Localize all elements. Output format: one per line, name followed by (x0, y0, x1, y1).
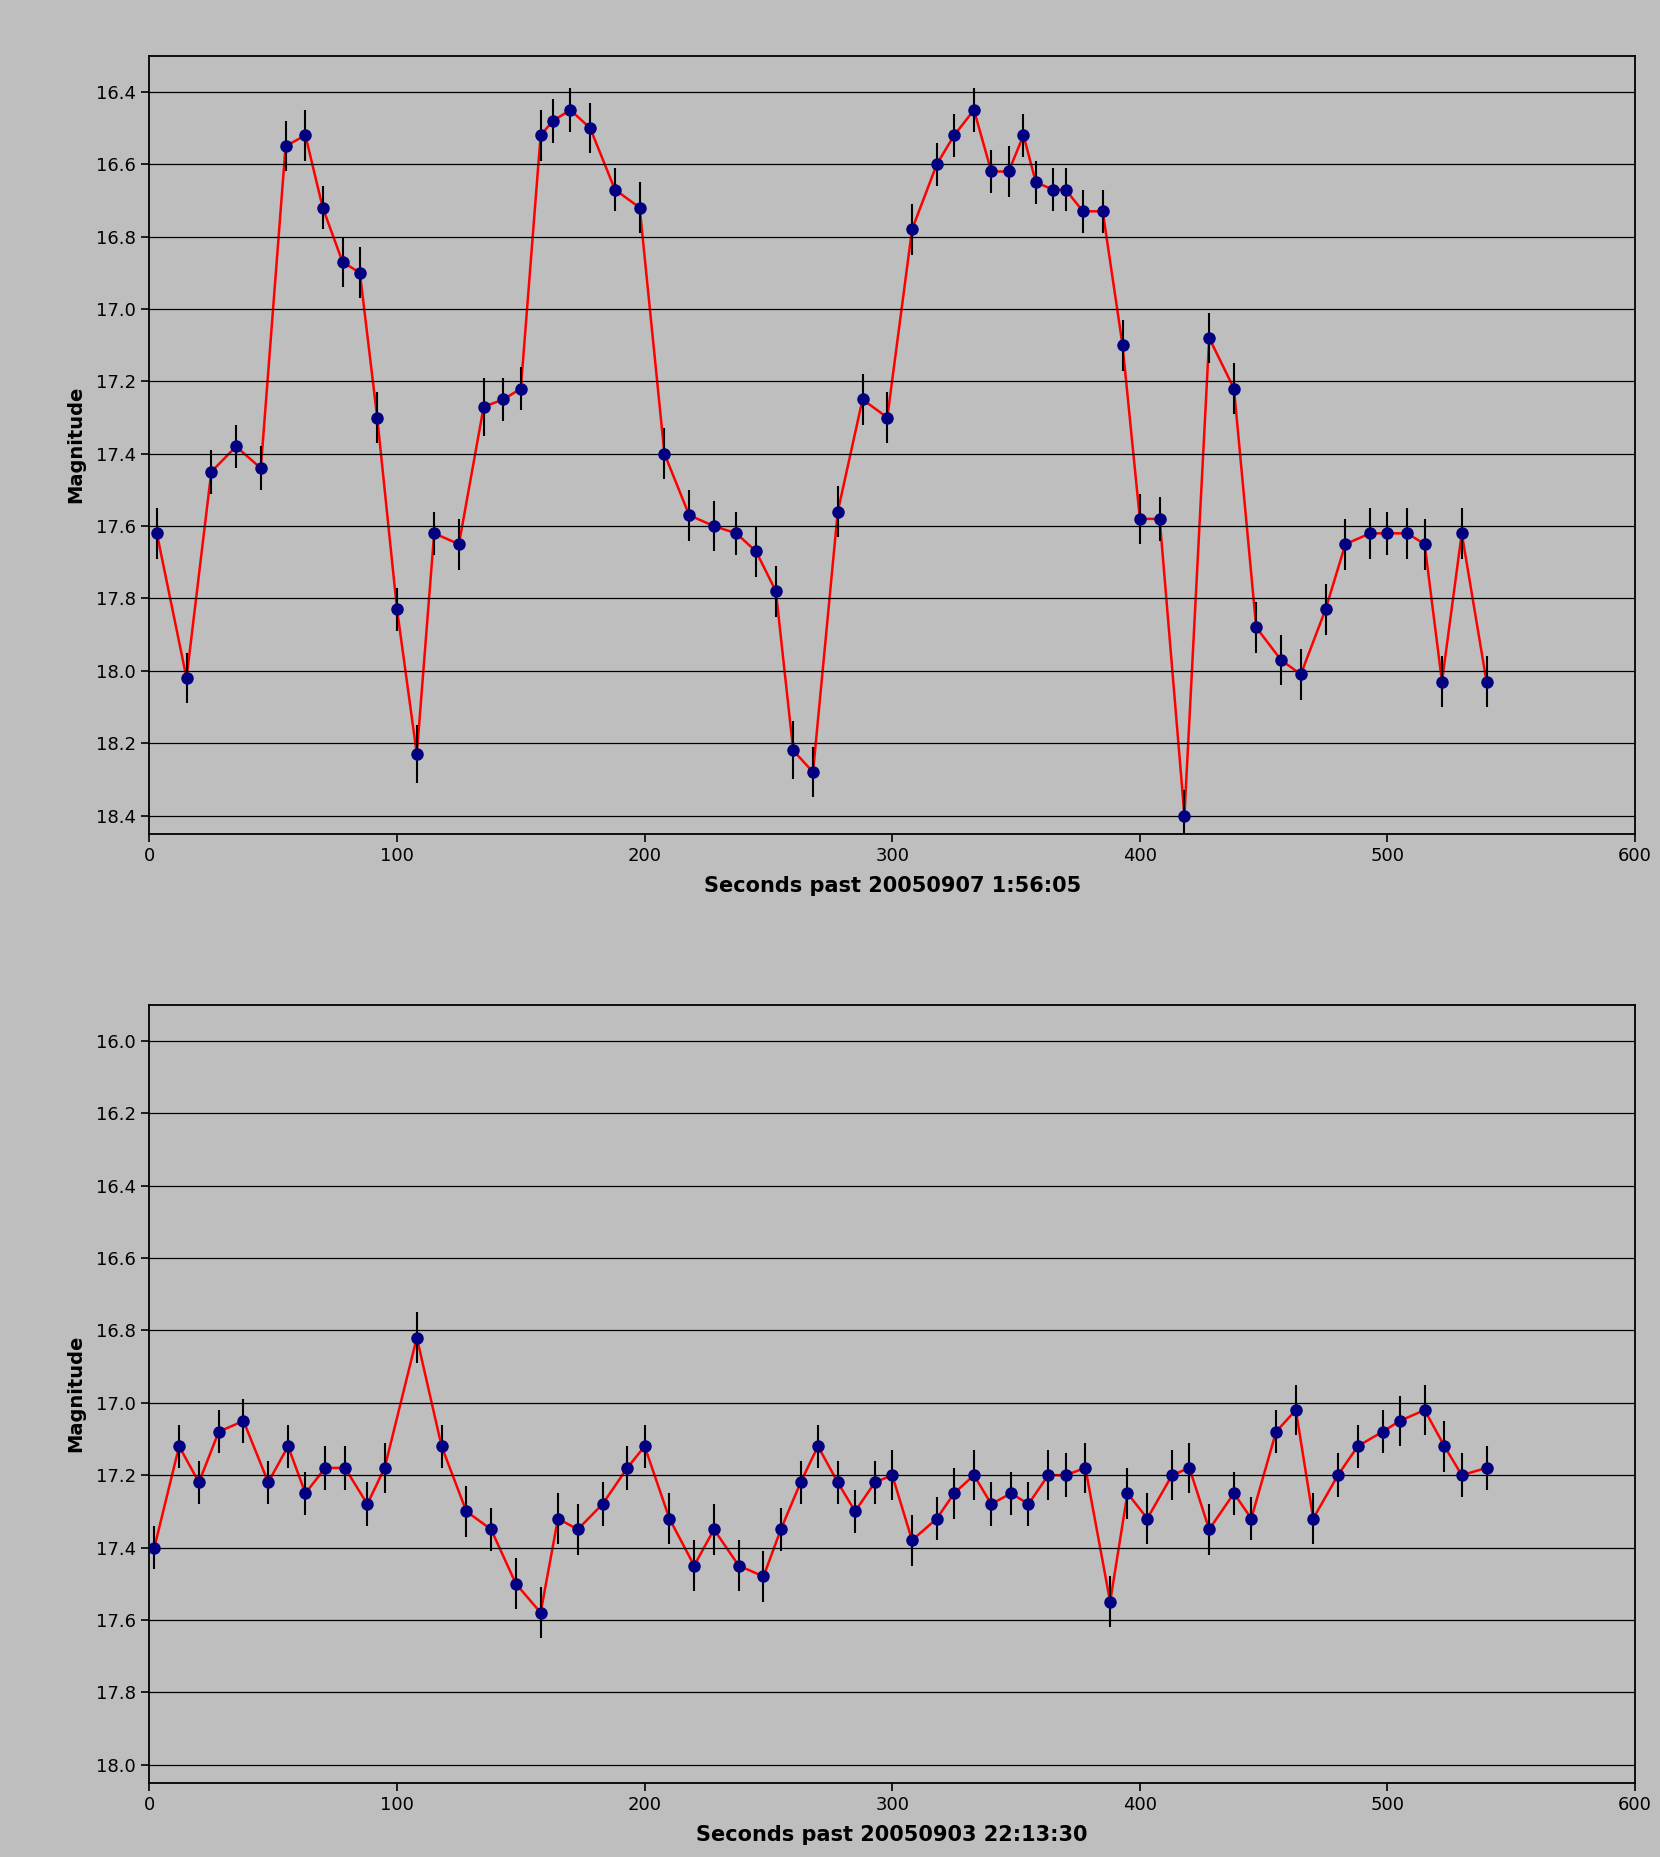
Y-axis label: Magnitude: Magnitude (66, 386, 85, 503)
Y-axis label: Magnitude: Magnitude (66, 1335, 85, 1452)
X-axis label: Seconds past 20050903 22:13:30: Seconds past 20050903 22:13:30 (697, 1825, 1087, 1846)
X-axis label: Seconds past 20050907 1:56:05: Seconds past 20050907 1:56:05 (704, 877, 1081, 895)
